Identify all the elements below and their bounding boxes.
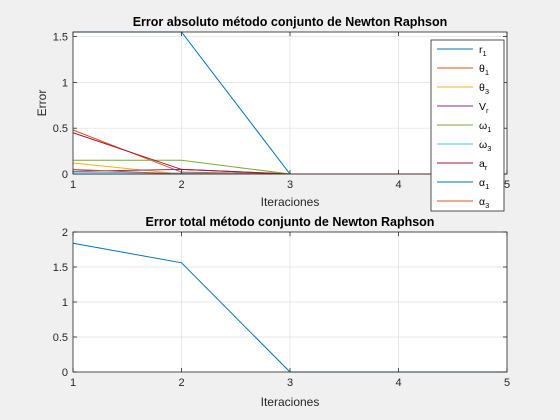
y-tick-label: 0.5 (53, 332, 68, 344)
y-tick-label: 0 (62, 169, 68, 181)
legend-entry: ω3 (479, 139, 491, 153)
x-tick-label: 2 (178, 179, 184, 191)
tick-labels: 1 2 3 4 5 0 0.5 1 1.5 (53, 32, 510, 191)
x-tick-label: 5 (504, 179, 510, 191)
legend-entry: α1 (479, 177, 489, 191)
legend-entry: ω1 (479, 120, 491, 134)
y-tick-label: 2 (62, 227, 68, 239)
x-tick-label: 1 (70, 377, 76, 389)
legend-entry: ar (479, 158, 488, 172)
y-axis-label: Error (35, 90, 49, 117)
x-tick-label: 4 (395, 377, 401, 389)
y-tick-label: 1 (62, 297, 68, 309)
legend-entry: Vr (479, 101, 489, 115)
y-tick-label: 0 (62, 367, 68, 379)
y-tick-label: 1.5 (53, 32, 68, 44)
x-tick-label: 3 (287, 377, 293, 389)
x-tick-label: 1 (70, 179, 76, 191)
x-tick-label: 3 (287, 179, 293, 191)
tick-labels: 1 2 3 4 5 0 0.5 1 1.5 2 (53, 227, 510, 389)
legend-entry: θ3 (479, 82, 489, 96)
legend-entry: r1 (479, 44, 487, 58)
legend: r1 θ1 θ3 Vr ω1 ω3 ar α1 α3 (430, 39, 505, 212)
y-tick-label: 1.5 (53, 262, 68, 274)
x-tick-label: 5 (504, 377, 510, 389)
x-axis-label: Iteraciones (261, 195, 320, 209)
y-tick-label: 0.5 (53, 123, 68, 135)
y-tick-label: 1 (62, 77, 68, 89)
chart-title: Error total método conjunto de Newton Ra… (146, 215, 435, 229)
x-tick-label: 2 (178, 377, 184, 389)
x-tick-label: 4 (395, 179, 401, 191)
legend-entry: θ1 (479, 63, 489, 77)
legend-entry: α3 (479, 196, 489, 210)
subplot-total-error: 1 2 3 4 5 0 0.5 1 1.5 2 Error total método conjun… (53, 215, 510, 409)
x-axis-label: Iteraciones (261, 395, 320, 409)
subplot-absolute-error: 1 2 3 4 5 0 0.5 1 1.5 Error absoluto método conj… (35, 15, 510, 212)
chart-title: Error absoluto método conjunto de Newton… (133, 15, 448, 29)
